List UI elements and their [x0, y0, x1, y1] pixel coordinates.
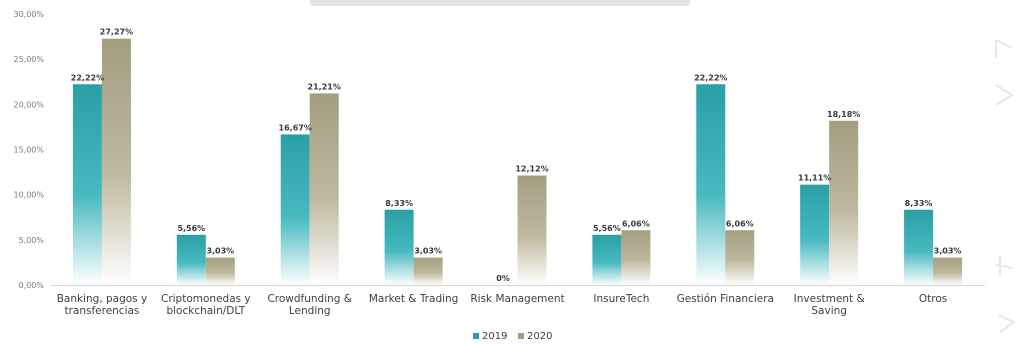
bar-2019-6 [696, 84, 726, 286]
x-category-label-line: Crowdfunding & [267, 293, 352, 305]
bar-2020-5 [621, 230, 651, 285]
legend-swatch-2020 [518, 333, 524, 339]
data-label-2019-6: 22,22% [694, 73, 727, 82]
x-category-label: InsureTech [593, 293, 649, 305]
data-label-2019-2: 16,67% [279, 123, 312, 132]
data-label-2020-5: 6,06% [622, 219, 650, 228]
y-tick-label: 10,00% [13, 191, 44, 200]
x-category-label: Otros [919, 293, 947, 305]
data-label-2019-4: 0% [496, 274, 510, 283]
decorative-shape [995, 39, 1013, 58]
data-label-2020-3: 3,03% [414, 247, 442, 256]
legend-label-2020: 2020 [527, 331, 552, 342]
bar-2019-0 [72, 84, 102, 286]
bar-2020-2 [309, 93, 339, 285]
decorative-shape [995, 255, 1013, 275]
y-tick-label: 0,00% [19, 281, 45, 290]
bar-2019-1 [176, 234, 206, 285]
y-tick-label: 25,00% [13, 55, 44, 64]
data-label-2019-8: 8,33% [905, 199, 933, 208]
bar-2020-3 [413, 257, 443, 285]
x-category-label-line: Risk Management [470, 293, 564, 305]
x-category-label: Banking, pagos y transferencias [57, 293, 148, 317]
legend-swatch-2019 [473, 333, 479, 339]
bar-2020-7 [829, 120, 859, 285]
bar-2019-7 [800, 184, 830, 285]
decorative-shape [997, 314, 1017, 333]
bar-2019-2 [280, 134, 310, 285]
data-label-2020-6: 6,06% [726, 219, 754, 228]
x-category-label-line: Investment & [794, 293, 865, 305]
bar-2020-6 [725, 230, 755, 285]
data-label-2019-7: 11,11% [798, 174, 831, 183]
data-label-2019-5: 5,56% [593, 224, 621, 233]
x-category-label: Crowdfunding & Lending [267, 293, 352, 317]
data-label-2020-2: 21,21% [308, 82, 341, 91]
data-label-2020-4: 12,12% [515, 165, 548, 174]
y-tick-label: 15,00% [13, 146, 44, 155]
bar-2019-5 [592, 234, 622, 285]
x-category-label: Gestión Financiera [677, 293, 774, 305]
x-category-label-line: transferencias [64, 305, 139, 317]
x-category-label: Market & Trading [369, 293, 458, 305]
x-category-label-line: Gestión Financiera [677, 293, 774, 305]
data-label-2020-8: 3,03% [934, 247, 962, 256]
x-category-label-line: blockchain/DLT [166, 305, 245, 317]
x-category-label-line: Market & Trading [369, 293, 458, 305]
x-category-label-line: Otros [919, 293, 947, 305]
x-category-label-line: InsureTech [593, 293, 649, 305]
y-tick-label: 5,00% [19, 236, 45, 245]
data-label-2019-3: 8,33% [385, 199, 413, 208]
data-label-2020-1: 3,03% [206, 247, 234, 256]
y-tick-label: 20,00% [13, 100, 44, 109]
x-category-label: Criptomonedas y blockchain/DLT [161, 293, 251, 317]
data-label-2020-0: 27,27% [100, 28, 133, 37]
blurred-title-strip [310, 0, 690, 6]
x-category-label-line: Saving [811, 305, 847, 317]
bar-2020-1 [205, 257, 235, 285]
x-category-label: Risk Management [470, 293, 564, 305]
decorative-shape [995, 84, 1014, 106]
x-category-label-line: Lending [289, 305, 331, 317]
bar-2019-8 [904, 209, 934, 285]
data-label-2020-7: 18,18% [827, 110, 860, 119]
x-category-label-line: Criptomonedas y [161, 293, 251, 305]
legend-label-2019: 2019 [482, 331, 507, 342]
data-label-2019-0: 22,22% [71, 73, 104, 82]
bar-2020-0 [101, 38, 131, 286]
bar-2020-8 [933, 257, 963, 285]
x-category-label-line: Banking, pagos y [57, 293, 148, 305]
bar-2020-4 [517, 175, 547, 285]
x-category-label: Investment & Saving [794, 293, 865, 317]
bar-2019-3 [384, 209, 414, 285]
y-tick-label: 30,00% [13, 10, 44, 19]
data-label-2019-1: 5,56% [177, 224, 205, 233]
